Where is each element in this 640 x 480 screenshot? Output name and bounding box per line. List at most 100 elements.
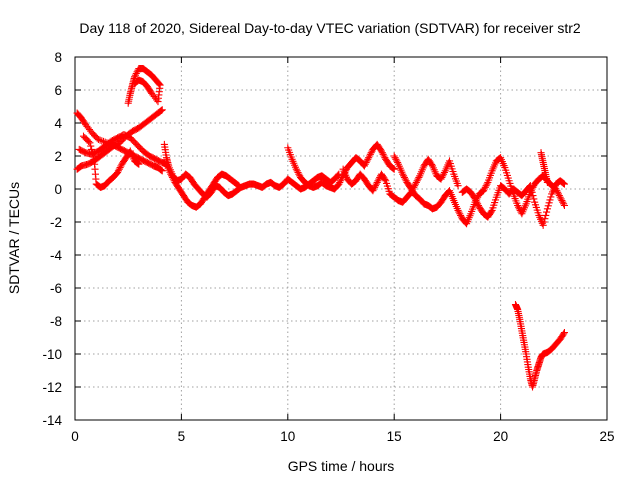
data-point — [534, 209, 542, 217]
data-point — [131, 79, 139, 87]
data-point — [145, 152, 154, 160]
x-tick-label: 15 — [387, 429, 402, 444]
data-point — [544, 202, 552, 210]
series-str2-peak-arc — [124, 65, 164, 107]
data-point — [108, 136, 117, 145]
data-point — [545, 199, 553, 207]
data-point — [128, 127, 137, 135]
data-point — [141, 157, 149, 165]
data-point — [531, 198, 539, 206]
data-point — [528, 188, 536, 196]
data-point — [382, 179, 391, 187]
data-point — [87, 142, 95, 150]
y-tick-label: 0 — [54, 182, 62, 197]
data-point — [447, 162, 455, 170]
data-point — [86, 159, 94, 167]
data-point — [114, 134, 122, 142]
series-str2-late-drop — [511, 300, 568, 391]
data-point — [135, 160, 143, 168]
y-tick-label: -8 — [50, 314, 62, 329]
chart-title: Day 118 of 2020, Sidereal Day-to-day VTE… — [79, 20, 581, 36]
data-point — [136, 155, 144, 163]
data-point — [116, 145, 125, 153]
data-point — [491, 198, 499, 207]
data-point — [383, 182, 391, 190]
data-point — [89, 152, 97, 160]
data-point — [136, 144, 145, 152]
data-point — [79, 132, 88, 140]
y-tick-label: 4 — [54, 116, 62, 131]
data-point — [529, 192, 537, 200]
data-point — [547, 193, 555, 201]
data-point — [134, 142, 142, 150]
grid — [75, 57, 607, 420]
data-point — [503, 171, 511, 180]
data-point — [76, 146, 85, 154]
data-point — [382, 177, 390, 185]
data-point — [126, 134, 134, 142]
data-point — [132, 125, 140, 133]
data-point — [152, 155, 160, 163]
data-point — [157, 106, 165, 115]
data-point — [80, 148, 88, 156]
data-point — [504, 174, 512, 182]
data-point — [116, 139, 124, 147]
data-point — [111, 141, 119, 149]
data-point — [83, 136, 91, 144]
data-point — [120, 131, 128, 139]
data-point — [112, 141, 120, 149]
data-point — [92, 133, 100, 141]
data-point — [88, 129, 96, 137]
x-tick-label: 5 — [178, 429, 186, 444]
data-point — [88, 145, 96, 153]
series-group — [73, 65, 568, 391]
data-point — [131, 79, 139, 87]
x-tick-label: 20 — [493, 429, 508, 444]
data-point — [109, 142, 117, 150]
data-point — [143, 159, 151, 167]
data-point — [502, 166, 510, 174]
series-str2-morning-scatter — [79, 132, 343, 201]
data-point — [138, 156, 146, 164]
data-point — [560, 330, 568, 338]
data-point — [121, 131, 129, 139]
data-point — [389, 164, 397, 173]
data-point — [147, 153, 155, 161]
data-point — [151, 155, 159, 163]
data-point — [116, 132, 124, 141]
data-point — [540, 218, 548, 226]
data-point — [107, 137, 115, 145]
data-point — [560, 179, 568, 187]
data-point — [81, 133, 89, 142]
x-tick-label: 10 — [280, 429, 295, 444]
data-point — [118, 145, 126, 153]
data-point — [111, 135, 119, 143]
data-point — [146, 160, 154, 168]
x-tick-label: 25 — [599, 429, 614, 444]
data-point — [488, 206, 496, 214]
data-point — [531, 201, 540, 209]
data-point — [128, 135, 136, 143]
data-point — [506, 179, 514, 187]
x-axis-label: GPS time / hours — [288, 458, 395, 474]
data-point — [546, 196, 554, 204]
data-point — [148, 153, 156, 161]
y-axis-label: SDTVAR / TECUs — [6, 182, 22, 294]
data-point — [78, 147, 86, 155]
data-point — [137, 155, 145, 163]
data-point — [560, 329, 568, 337]
data-point — [490, 201, 498, 209]
data-point — [120, 147, 128, 155]
data-point — [88, 149, 96, 157]
data-point — [158, 167, 166, 175]
data-point — [158, 106, 166, 114]
data-point — [131, 126, 139, 134]
y-tick-label: -4 — [50, 248, 62, 263]
data-point — [543, 205, 551, 213]
data-point — [527, 185, 535, 193]
data-point — [454, 182, 462, 190]
data-point — [157, 166, 165, 174]
data-point — [530, 195, 538, 203]
data-point — [79, 147, 87, 155]
